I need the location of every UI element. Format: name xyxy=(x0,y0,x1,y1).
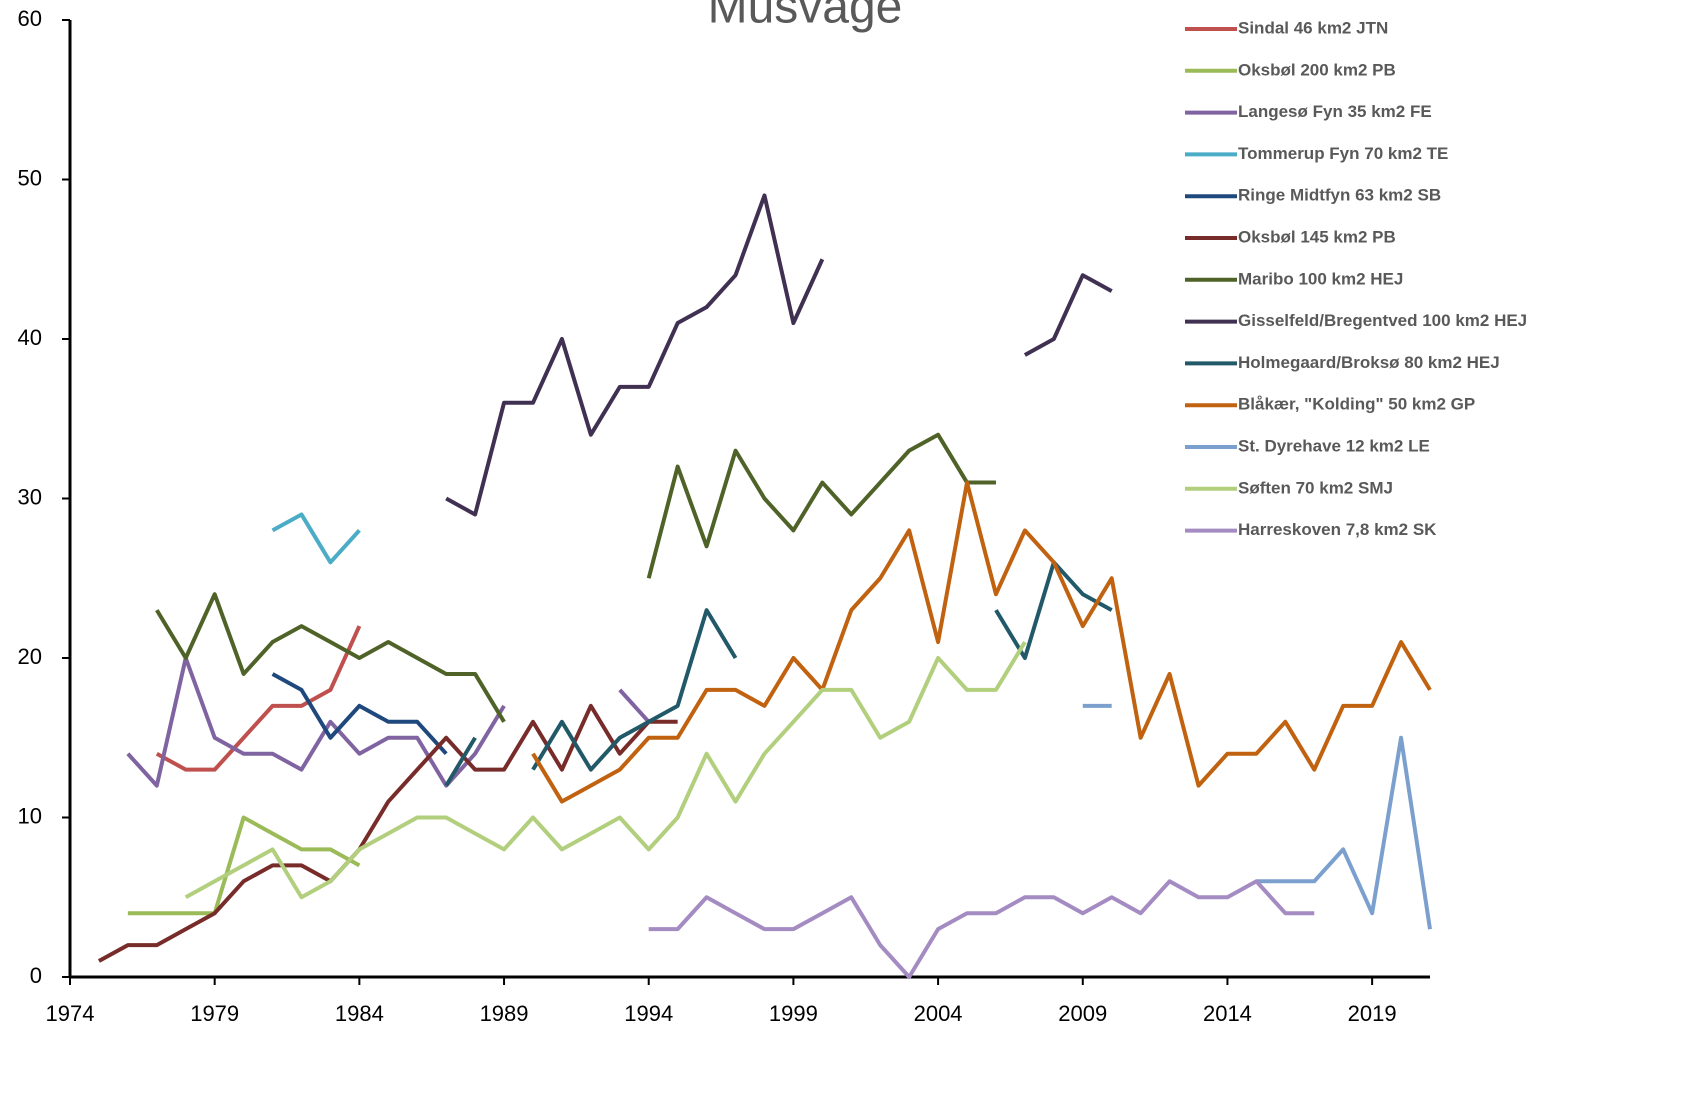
series-line xyxy=(155,625,362,772)
x-tick-label: 1984 xyxy=(335,1001,384,1026)
y-tick-label: 40 xyxy=(18,325,42,350)
x-tick-label: 2004 xyxy=(914,1001,963,1026)
series-line xyxy=(444,560,1113,787)
x-tick-label: 1979 xyxy=(190,1001,239,1026)
y-tick-label: 30 xyxy=(18,484,42,509)
y-tick-label: 20 xyxy=(18,644,42,669)
legend-label: Søften 70 km2 SMJ xyxy=(1238,478,1393,497)
x-tick-label: 2009 xyxy=(1058,1001,1107,1026)
series-line xyxy=(531,480,1432,804)
legend-label: Gisselfeld/Bregentved 100 km2 HEJ xyxy=(1238,311,1527,330)
series-line xyxy=(271,512,361,565)
legend-label: Langesø Fyn 35 km2 FE xyxy=(1238,102,1432,121)
series-line xyxy=(271,672,448,756)
legend-label: Sindal 46 km2 JTN xyxy=(1238,18,1388,37)
y-tick-label: 60 xyxy=(18,6,42,31)
series-line xyxy=(184,641,1027,900)
y-tick-label: 50 xyxy=(18,165,42,190)
legend-label: St. Dyrehave 12 km2 LE xyxy=(1238,436,1430,455)
x-tick-label: 1989 xyxy=(480,1001,529,1026)
legend-label: Oksbøl 145 km2 PB xyxy=(1238,227,1396,246)
x-tick-label: 1974 xyxy=(46,1001,95,1026)
x-tick-label: 2014 xyxy=(1203,1001,1252,1026)
series-line xyxy=(127,815,361,916)
x-tick-label: 1999 xyxy=(769,1001,818,1026)
legend-label: Tommerup Fyn 70 km2 TE xyxy=(1238,144,1448,163)
legend-label: Holmegaard/Broksø 80 km2 HEJ xyxy=(1238,353,1500,372)
y-tick-label: 0 xyxy=(30,963,42,988)
legend-label: Harreskoven 7,8 km2 SK xyxy=(1238,520,1437,539)
legend-label: Oksbøl 200 km2 PB xyxy=(1238,60,1396,79)
series-line xyxy=(445,193,1113,517)
series-line xyxy=(648,879,1315,979)
x-tick-label: 2019 xyxy=(1348,1001,1397,1026)
legend-label: Ringe Midtfyn 63 km2 SB xyxy=(1238,186,1441,205)
x-tick-label: 1994 xyxy=(624,1001,673,1026)
legend-label: Blåkær, "Kolding" 50 km2 GP xyxy=(1238,395,1475,414)
series-line xyxy=(97,703,678,963)
series-line xyxy=(155,432,996,723)
series-line xyxy=(126,656,651,788)
series-line xyxy=(1082,703,1432,930)
y-tick-label: 10 xyxy=(18,803,42,828)
legend-label: Maribo 100 km2 HEJ xyxy=(1238,269,1403,288)
chart-title: Musvåge xyxy=(708,0,903,34)
